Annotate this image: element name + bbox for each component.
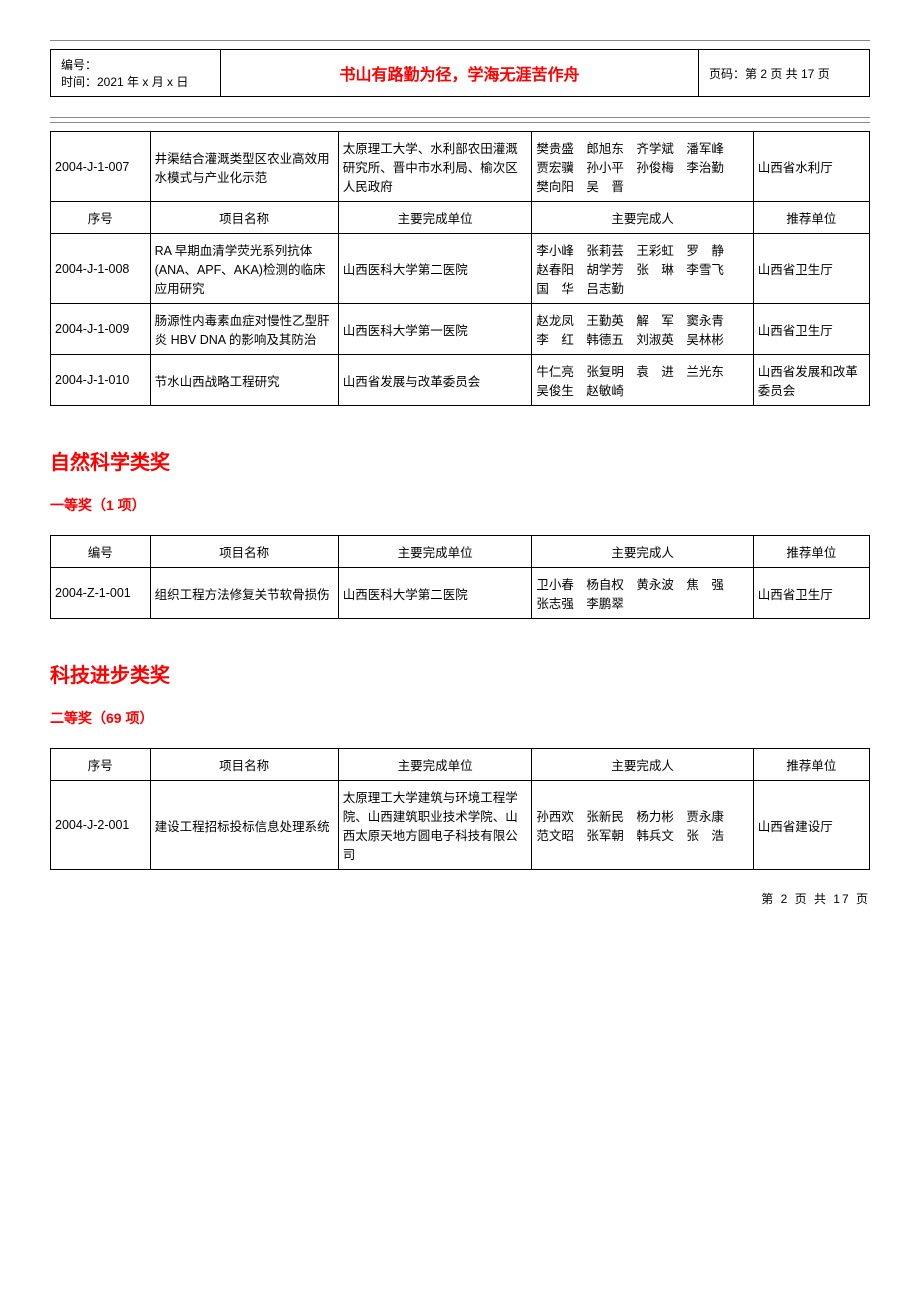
table-cell: 山西省卫生厅: [753, 234, 869, 304]
col-header: 主要完成单位: [338, 202, 532, 234]
table-header-row: 序号 项目名称 主要完成单位 主要完成人 推荐单位: [51, 749, 870, 781]
col-header: 推荐单位: [753, 202, 869, 234]
section-subtitle: 二等奖（69 项）: [50, 708, 870, 728]
header-motto: 书山有路勤为径，学海无涯苦作舟: [221, 50, 699, 96]
table-header-row: 序号 项目名称 主要完成单位 主要完成人 推荐单位: [51, 202, 870, 234]
col-header: 主要完成人: [532, 749, 753, 781]
table-cell: 2004-J-1-009: [51, 304, 151, 355]
table-row: 2004-J-1-008RA 早期血清学荧光系列抗体(ANA、APF、AKA)检…: [51, 234, 870, 304]
header-date: 时间：2021 年 x 月 x 日: [61, 73, 210, 90]
table-row: 2004-J-2-001建设工程招标投标信息处理系统太原理工大学建筑与环境工程学…: [51, 781, 870, 870]
header-id: 编号：: [61, 56, 210, 73]
table-cell: 卫小春 杨自权 黄永波 焦 强 张志强 李鹏翠: [532, 568, 753, 619]
table-cell: 太原理工大学建筑与环境工程学院、山西建筑职业技术学院、山西太原天地方圆电子科技有…: [338, 781, 532, 870]
table-cell: 山西省水利厅: [753, 132, 869, 202]
awards-table-2: 编号 项目名称 主要完成单位 主要完成人 推荐单位 2004-Z-1-001组织…: [50, 535, 870, 619]
table-cell: 山西省建设厅: [753, 781, 869, 870]
table-cell: 牛仁亮 张复明 袁 进 兰光东 吴俊生 赵敏崎: [532, 355, 753, 406]
table-cell: 建设工程招标投标信息处理系统: [150, 781, 338, 870]
page-footer: 第 2 页 共 17 页: [50, 890, 870, 907]
table-cell: 山西医科大学第一医院: [338, 304, 532, 355]
col-header: 序号: [51, 749, 151, 781]
table-row: 2004-J-1-010节水山西战略工程研究山西省发展与改革委员会牛仁亮 张复明…: [51, 355, 870, 406]
table-cell: 肠源性内毒素血症对慢性乙型肝炎 HBV DNA 的影响及其防治: [150, 304, 338, 355]
section-title: 自然科学类奖: [50, 446, 870, 475]
table-cell: 太原理工大学、水利部农田灌溉研究所、晋中市水利局、榆次区人民政府: [338, 132, 532, 202]
table-cell: 山西省卫生厅: [753, 304, 869, 355]
table-cell: 山西省卫生厅: [753, 568, 869, 619]
table-cell: 山西省发展与改革委员会: [338, 355, 532, 406]
rule: [50, 117, 870, 118]
col-header: 编号: [51, 536, 151, 568]
col-header: 推荐单位: [753, 749, 869, 781]
col-header: 推荐单位: [753, 536, 869, 568]
table-cell: 赵龙凤 王勤英 解 军 窦永青 李 红 韩德五 刘淑英 吴林彬: [532, 304, 753, 355]
table-cell: RA 早期血清学荧光系列抗体(ANA、APF、AKA)检测的临床应用研究: [150, 234, 338, 304]
table-row: 2004-J-1-007井渠结合灌溉类型区农业高效用水模式与产业化示范太原理工大…: [51, 132, 870, 202]
section-title: 科技进步类奖: [50, 659, 870, 688]
table-cell: 节水山西战略工程研究: [150, 355, 338, 406]
table-row: 2004-J-1-009肠源性内毒素血症对慢性乙型肝炎 HBV DNA 的影响及…: [51, 304, 870, 355]
table-cell: 樊贵盛 郎旭东 齐学斌 潘军峰 贾宏骥 孙小平 孙俊梅 李治勤 樊向阳 吴 晋: [532, 132, 753, 202]
table-cell: 山西医科大学第二医院: [338, 568, 532, 619]
col-header: 序号: [51, 202, 151, 234]
table-cell: 井渠结合灌溉类型区农业高效用水模式与产业化示范: [150, 132, 338, 202]
col-header: 主要完成单位: [338, 536, 532, 568]
table-header-row: 编号 项目名称 主要完成单位 主要完成人 推荐单位: [51, 536, 870, 568]
header-page: 页码：第 2 页 共 17 页: [699, 50, 869, 96]
table-cell: 李小峰 张莉芸 王彩虹 罗 静 赵春阳 胡学芳 张 琳 李雪飞 国 华 吕志勤: [532, 234, 753, 304]
table-cell: 2004-J-1-010: [51, 355, 151, 406]
col-header: 主要完成人: [532, 202, 753, 234]
col-header: 主要完成单位: [338, 749, 532, 781]
table-cell: 孙西欢 张新民 杨力彬 贾永康 范文昭 张军朝 韩兵文 张 浩: [532, 781, 753, 870]
col-header: 项目名称: [150, 536, 338, 568]
table-cell: 2004-J-2-001: [51, 781, 151, 870]
table-cell: 2004-J-1-007: [51, 132, 151, 202]
header-left: 编号： 时间：2021 年 x 月 x 日: [51, 50, 221, 96]
top-rule: [50, 40, 870, 41]
awards-table-1: 2004-J-1-007井渠结合灌溉类型区农业高效用水模式与产业化示范太原理工大…: [50, 131, 870, 406]
table-cell: 组织工程方法修复关节软骨损伤: [150, 568, 338, 619]
table-row: 2004-Z-1-001组织工程方法修复关节软骨损伤山西医科大学第二医院卫小春 …: [51, 568, 870, 619]
section-subtitle: 一等奖（1 项）: [50, 495, 870, 515]
table-cell: 2004-J-1-008: [51, 234, 151, 304]
table-cell: 山西医科大学第二医院: [338, 234, 532, 304]
table-cell: 山西省发展和改革委员会: [753, 355, 869, 406]
page-header: 编号： 时间：2021 年 x 月 x 日 书山有路勤为径，学海无涯苦作舟 页码…: [50, 49, 870, 97]
table-cell: 2004-Z-1-001: [51, 568, 151, 619]
col-header: 项目名称: [150, 202, 338, 234]
col-header: 项目名称: [150, 749, 338, 781]
rule: [50, 122, 870, 123]
col-header: 主要完成人: [532, 536, 753, 568]
awards-table-3: 序号 项目名称 主要完成单位 主要完成人 推荐单位 2004-J-2-001建设…: [50, 748, 870, 870]
